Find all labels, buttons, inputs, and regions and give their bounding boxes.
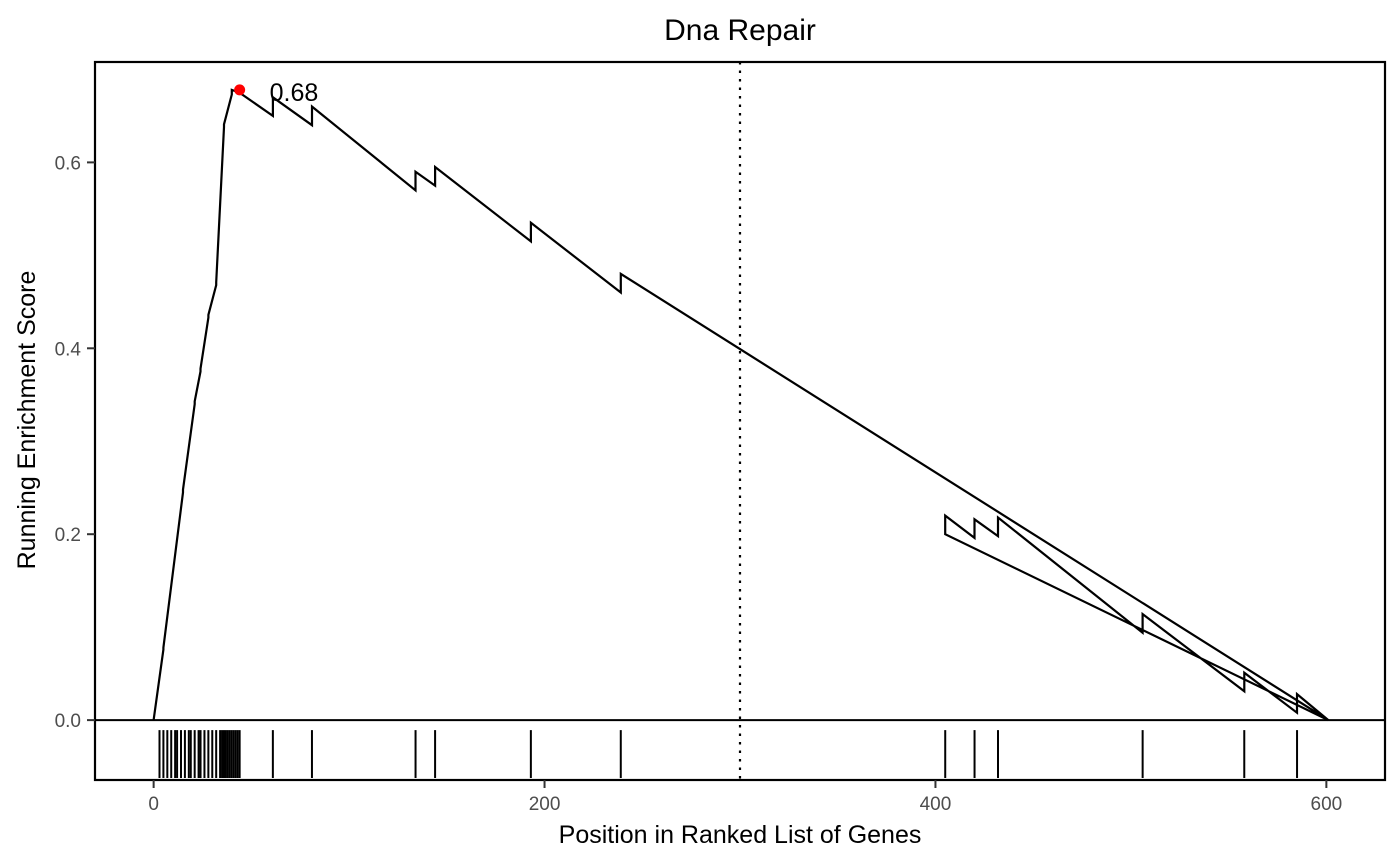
hit-ticks [158, 730, 1299, 778]
y-tick-label: 0.6 [55, 153, 81, 174]
chart-marks: 0.68 [152, 62, 1330, 780]
y-axis-title: Running Enrichment Score [13, 271, 41, 570]
x-tick-label: 400 [920, 794, 952, 815]
peak-point [234, 84, 246, 96]
peak-label: 0.68 [270, 79, 319, 107]
x-tick-label: 600 [1311, 794, 1343, 815]
y-axis: 0.0 0.2 0.4 0.6 [55, 153, 95, 732]
x-tick-label: 0 [148, 794, 159, 815]
enrichment-score-line [152, 88, 1330, 722]
y-tick-label: 0.2 [55, 525, 81, 546]
x-tick-label: 200 [529, 794, 561, 815]
y-tick-label: 0.0 [55, 711, 81, 732]
x-axis-title: Position in Ranked List of Genes [559, 821, 922, 849]
y-tick-label: 0.4 [55, 339, 82, 360]
chart-title: Dna Repair [664, 14, 816, 47]
x-axis: 0 200 400 600 [148, 780, 1342, 815]
